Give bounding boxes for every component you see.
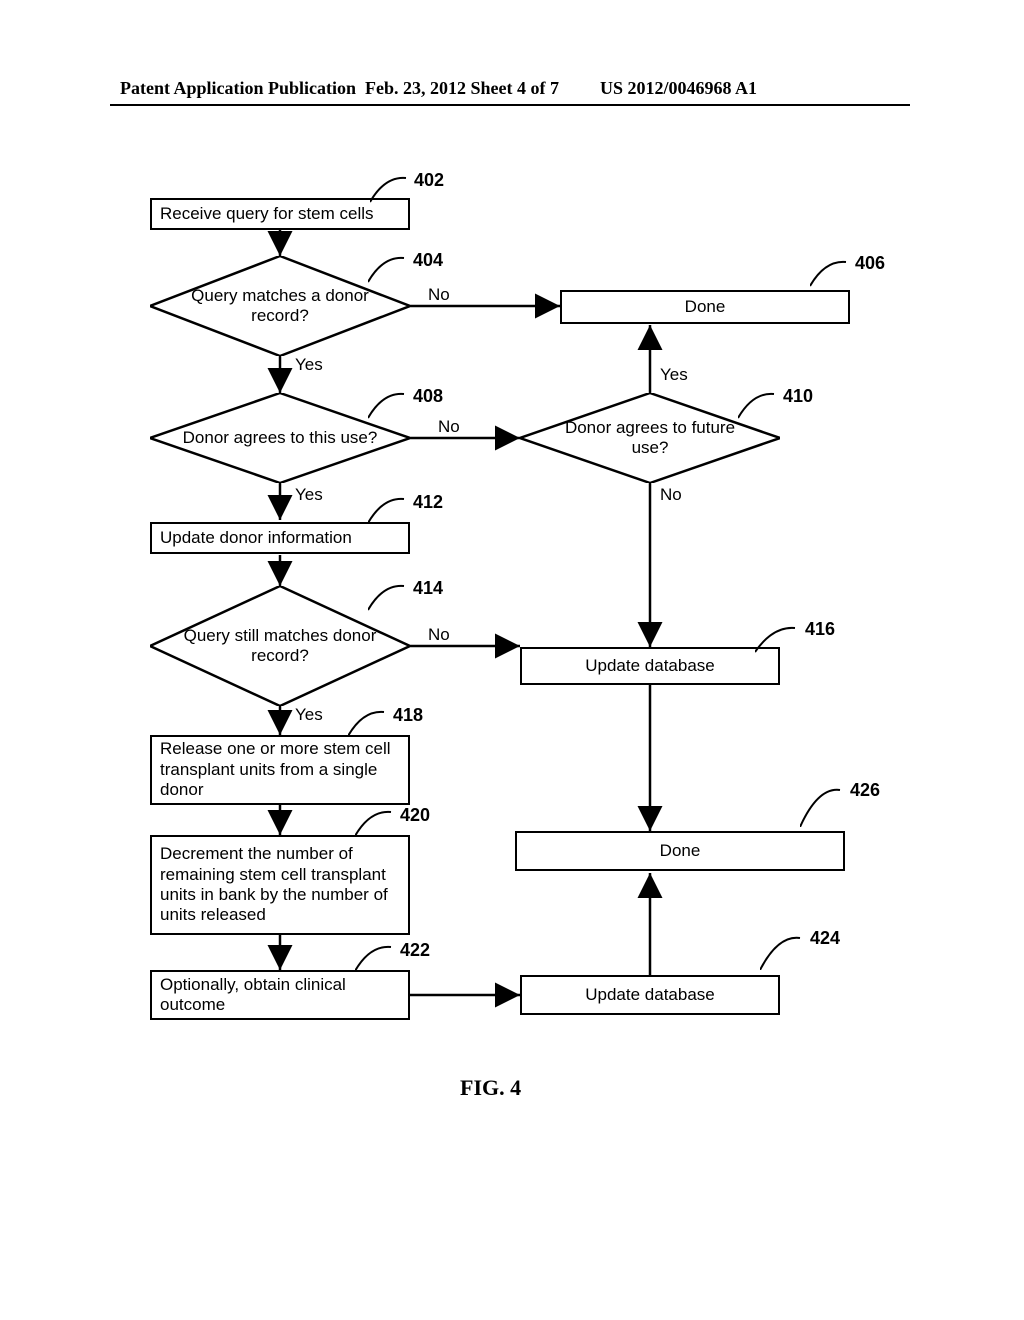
edge-label-yes: Yes — [660, 365, 688, 385]
process-decrement-units: Decrement the number of remaining stem c… — [150, 835, 410, 935]
ref-label: 414 — [413, 578, 443, 599]
header-rule — [110, 104, 910, 106]
edge-label-no: No — [660, 485, 682, 505]
ref-curve-icon — [355, 943, 405, 973]
node-text: Update donor information — [160, 528, 352, 548]
header-publication: Patent Application Publication — [120, 78, 356, 99]
node-text: Donor agrees to future use? — [550, 418, 750, 457]
ref-curve-icon — [755, 624, 810, 654]
edge-label-yes: Yes — [295, 355, 323, 375]
process-update-donor-info: Update donor information — [150, 522, 410, 554]
edge-label-no: No — [438, 417, 460, 437]
node-text: Update database — [585, 656, 715, 676]
ref-curve-icon — [810, 258, 860, 288]
ref-curve-icon — [368, 390, 418, 420]
node-text: Done — [685, 297, 726, 317]
process-release-units: Release one or more stem cell transplant… — [150, 735, 410, 805]
terminal-done-bottom: Done — [515, 831, 845, 871]
ref-label: 402 — [414, 170, 444, 191]
node-text: Donor agrees to this use? — [183, 428, 378, 448]
header-patent-number: US 2012/0046968 A1 — [600, 78, 757, 99]
ref-label: 410 — [783, 386, 813, 407]
node-text: Decrement the number of remaining stem c… — [160, 844, 400, 926]
edge-label-yes: Yes — [295, 485, 323, 505]
node-text: Release one or more stem cell transplant… — [160, 739, 400, 800]
node-text: Done — [660, 841, 701, 861]
ref-curve-icon — [355, 808, 405, 838]
ref-label: 416 — [805, 619, 835, 640]
edge-label-no: No — [428, 625, 450, 645]
ref-label: 408 — [413, 386, 443, 407]
ref-label: 406 — [855, 253, 885, 274]
node-text: Receive query for stem cells — [160, 204, 374, 224]
ref-curve-icon — [800, 782, 852, 827]
ref-curve-icon — [368, 582, 418, 612]
ref-curve-icon — [368, 254, 418, 284]
ref-label: 424 — [810, 928, 840, 949]
ref-label: 418 — [393, 705, 423, 726]
edge-label-yes: Yes — [295, 705, 323, 725]
node-text: Query matches a donor record? — [180, 286, 380, 325]
ref-curve-icon — [368, 495, 418, 525]
process-update-database-mid: Update database — [520, 647, 780, 685]
ref-label: 426 — [850, 780, 880, 801]
ref-label: 404 — [413, 250, 443, 271]
ref-curve-icon — [370, 174, 420, 204]
process-obtain-clinical-outcome: Optionally, obtain clinical outcome — [150, 970, 410, 1020]
terminal-done-top: Done — [560, 290, 850, 324]
node-text: Optionally, obtain clinical outcome — [160, 975, 400, 1016]
node-text: Update database — [585, 985, 715, 1005]
ref-label: 420 — [400, 805, 430, 826]
flowchart-canvas: Receive query for stem cells 402 Query m… — [120, 180, 900, 1180]
edge-label-no: No — [428, 285, 450, 305]
ref-curve-icon — [760, 930, 812, 970]
ref-curve-icon — [738, 390, 788, 420]
figure-caption: FIG. 4 — [460, 1075, 521, 1101]
ref-curve-icon — [348, 708, 398, 738]
ref-label: 412 — [413, 492, 443, 513]
page: Patent Application Publication Feb. 23, … — [0, 0, 1024, 1320]
ref-label: 422 — [400, 940, 430, 961]
header-date-sheet: Feb. 23, 2012 Sheet 4 of 7 — [365, 78, 559, 99]
process-update-database-bottom: Update database — [520, 975, 780, 1015]
node-text: Query still matches donor record? — [180, 626, 380, 665]
